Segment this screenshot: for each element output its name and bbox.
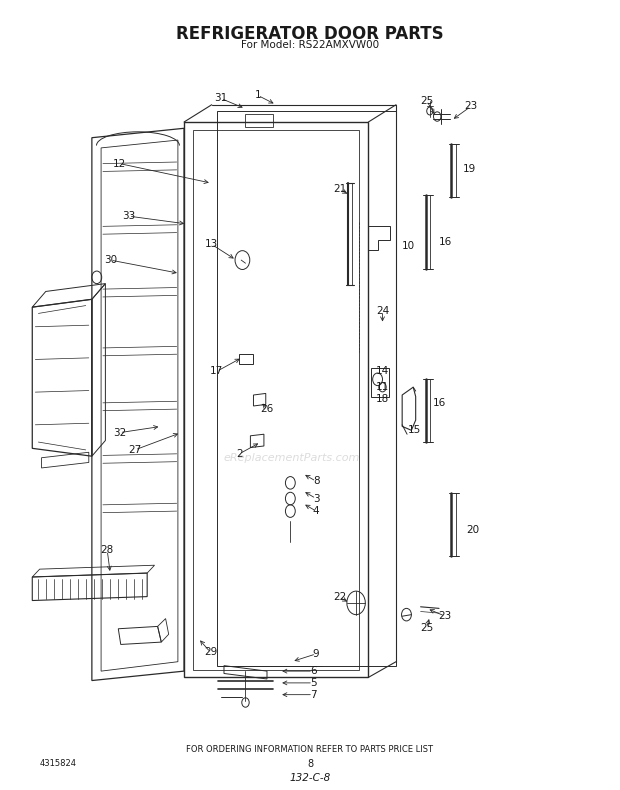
Text: 11: 11: [376, 382, 389, 392]
Text: 17: 17: [210, 367, 223, 377]
Text: 27: 27: [128, 445, 141, 455]
Text: 15: 15: [408, 425, 421, 435]
Text: 21: 21: [333, 185, 346, 194]
Text: 18: 18: [376, 394, 389, 404]
Text: 2: 2: [236, 449, 242, 459]
Text: FOR ORDERING INFORMATION REFER TO PARTS PRICE LIST: FOR ORDERING INFORMATION REFER TO PARTS …: [187, 745, 433, 754]
Text: 10: 10: [402, 241, 415, 251]
Text: 8: 8: [307, 758, 313, 769]
Text: 1: 1: [254, 90, 261, 100]
Text: 16: 16: [438, 237, 452, 247]
Text: 12: 12: [113, 159, 126, 168]
Text: 14: 14: [376, 367, 389, 377]
Text: 7: 7: [310, 690, 316, 700]
Text: 5: 5: [310, 678, 316, 688]
Text: 29: 29: [204, 647, 217, 657]
Text: 23: 23: [438, 611, 452, 621]
Text: 132-C-8: 132-C-8: [290, 773, 330, 783]
Text: 20: 20: [466, 525, 479, 535]
Text: 4: 4: [313, 506, 319, 516]
Text: 26: 26: [260, 404, 273, 414]
Text: 25: 25: [420, 96, 433, 106]
Text: 3: 3: [313, 494, 319, 503]
Text: 4315824: 4315824: [40, 759, 77, 768]
Text: 32: 32: [113, 427, 126, 438]
Text: 9: 9: [313, 649, 319, 659]
Text: 30: 30: [104, 255, 117, 265]
Text: REFRIGERATOR DOOR PARTS: REFRIGERATOR DOOR PARTS: [176, 24, 444, 43]
Text: 13: 13: [205, 239, 218, 250]
Text: 31: 31: [215, 93, 228, 103]
Text: 23: 23: [464, 101, 477, 111]
Text: 33: 33: [122, 211, 135, 221]
Text: For Model: RS22AMXVW00: For Model: RS22AMXVW00: [241, 40, 379, 51]
Text: 6: 6: [310, 666, 316, 676]
Text: eReplacementParts.com: eReplacementParts.com: [223, 453, 360, 463]
Text: 22: 22: [333, 592, 346, 603]
Text: 28: 28: [100, 545, 114, 555]
Text: 16: 16: [432, 398, 446, 408]
Text: 24: 24: [376, 306, 389, 316]
Text: 25: 25: [420, 623, 433, 633]
Text: 19: 19: [463, 164, 476, 174]
Text: 8: 8: [313, 476, 319, 487]
